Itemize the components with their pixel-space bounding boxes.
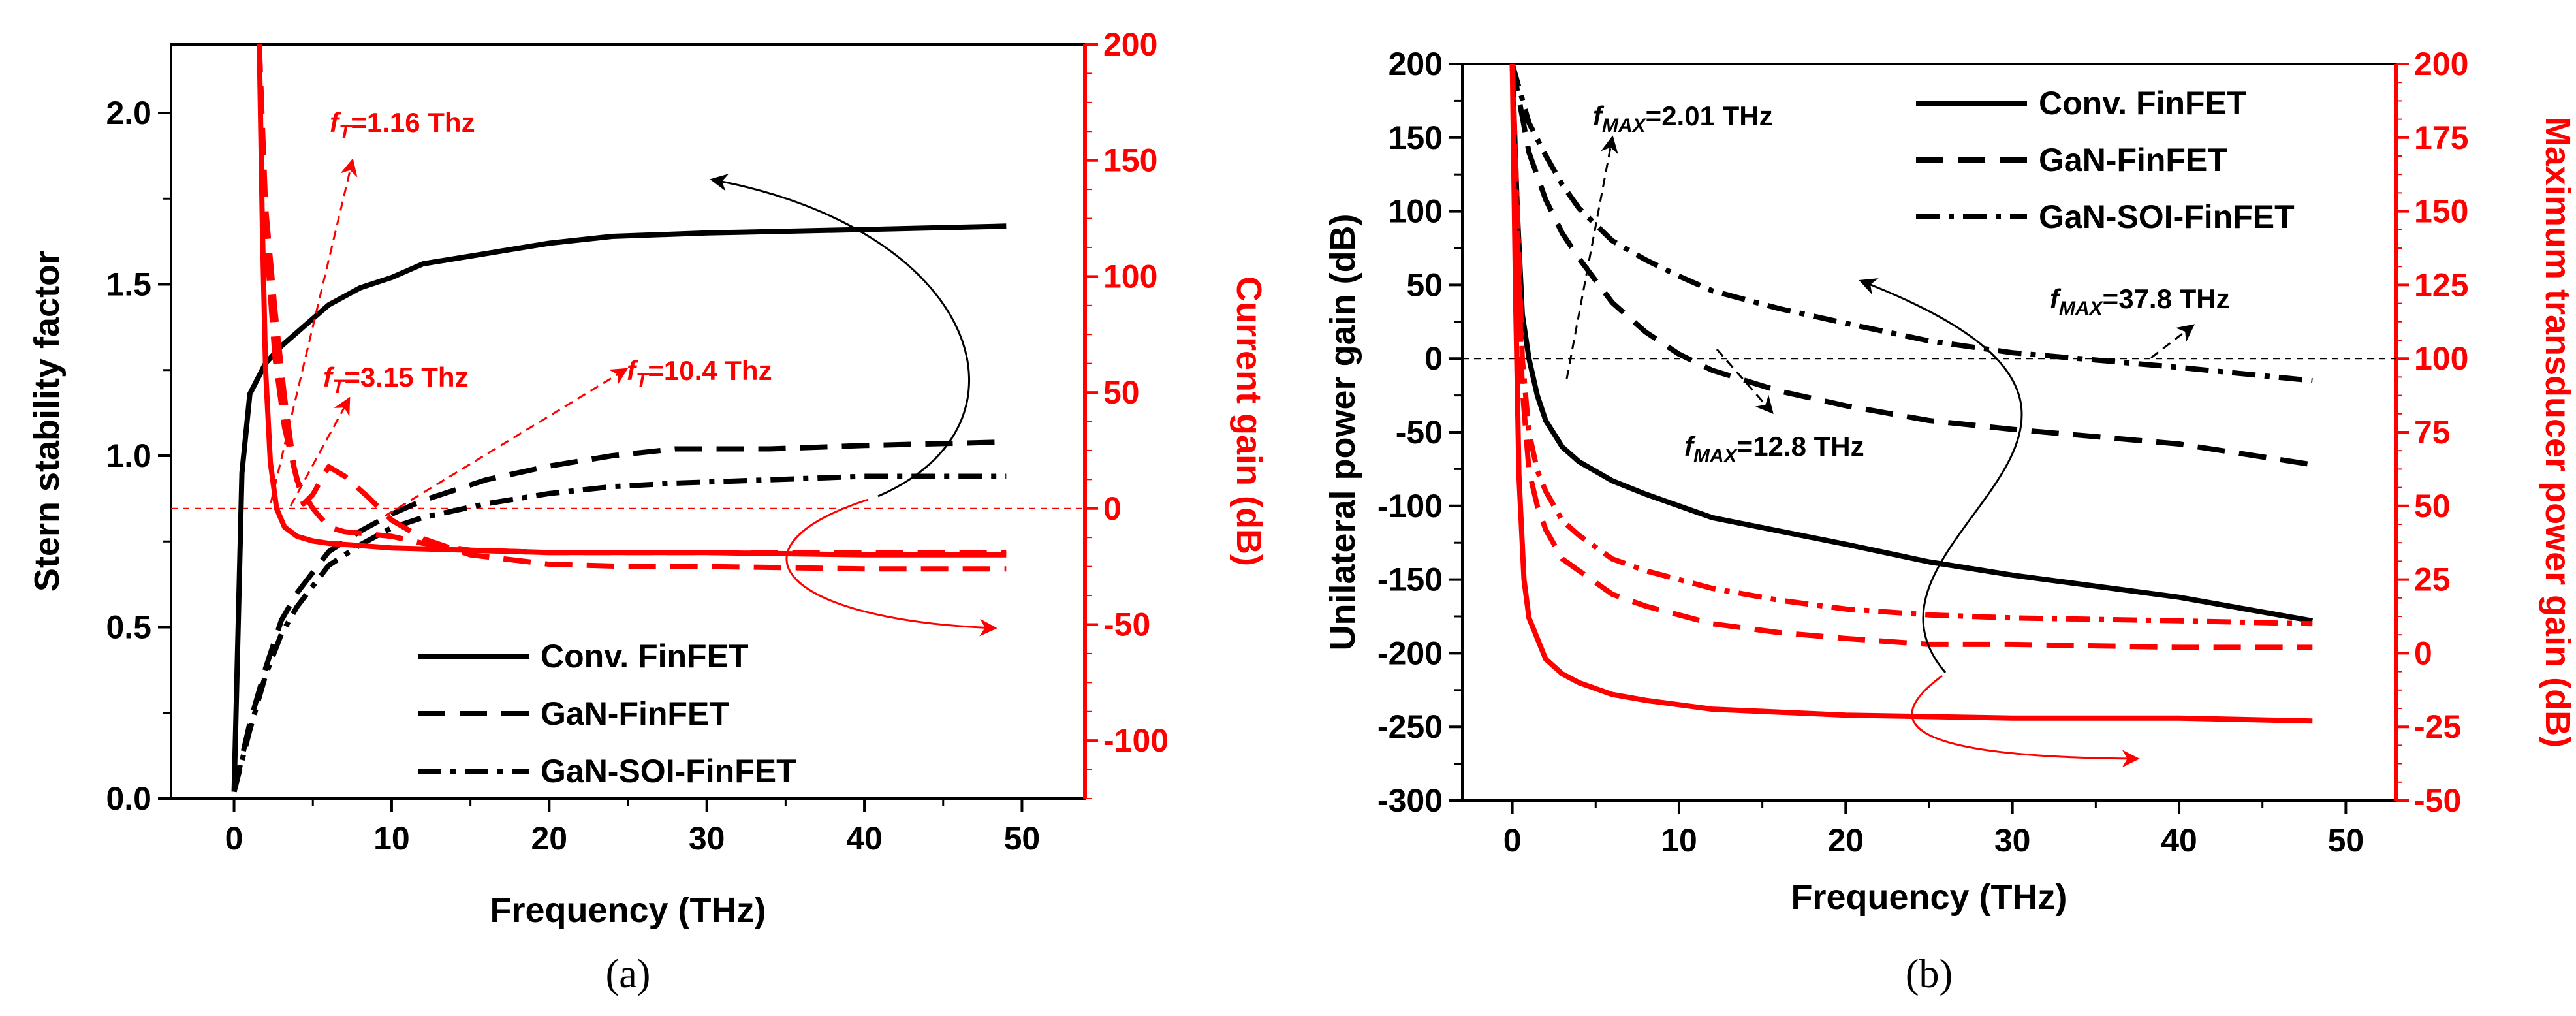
chart-b-y2-tick-label: 200	[2414, 46, 2468, 82]
chart-a-ticks: 0 10 20 30 40 50 0.0 0.5 1.0 1.5 2.0 -100 -50 0 50 100 1…	[106, 26, 1169, 857]
chart-a-y2-axis-title: Current gain (dB)	[1229, 276, 1268, 566]
chart-a-right-axis-arrow	[785, 498, 997, 637]
chart-b-y2-tick-label: 50	[2414, 488, 2451, 524]
chart-a-x-tick-label: 40	[846, 820, 883, 857]
chart-b-x-tick-label: 40	[2161, 822, 2197, 859]
chart-b-annotation: fMAX=37.8 THz	[2050, 283, 2230, 319]
chart-a-annotation: fT=3.15 Thz	[323, 362, 469, 398]
chart-a-y2-tick-label: 200	[1103, 26, 1157, 63]
chart-b-y2-tick-label: 125	[2414, 266, 2468, 303]
chart-a-y2-tick-label: -50	[1103, 606, 1150, 643]
chart-b-y2-tick-label: 0	[2414, 635, 2432, 671]
chart-b-legend-label: GaN-FinFET	[2039, 142, 2227, 178]
chart-b-series-line	[1509, 63, 2313, 627]
chart-a-annotation: fT=1.16 Thz	[330, 107, 475, 143]
chart-b-y-tick-label: 100	[1389, 193, 1443, 230]
chart-b-series-line	[1509, 63, 2313, 650]
chart-a-annotation: fT=10.4 Thz	[627, 355, 772, 391]
chart-b-y-tick-label: -250	[1377, 708, 1443, 745]
chart-b-x-axis-title: Frequency (THz)	[1791, 878, 2067, 917]
chart-b-y2-tick-label: -50	[2414, 782, 2461, 819]
chart-b-series-line	[1509, 63, 2313, 724]
chart-a-y-tick-label: 1.5	[106, 266, 151, 303]
chart-a-series-line	[231, 439, 1007, 793]
chart-b-y2-tick-label: 75	[2414, 414, 2451, 451]
chart-b-y2-tick-label: 150	[2414, 193, 2468, 230]
chart-b-y-tick-label: -300	[1377, 782, 1443, 819]
chart-b-x-tick-label: 0	[1503, 822, 1522, 859]
chart-a-y-tick-label: 1.0	[106, 437, 151, 474]
chart-b-legend-label: Conv. FinFET	[2039, 85, 2246, 121]
chart-a-legend-label: GaN-SOI-FinFET	[541, 753, 796, 789]
chart-a-y-tick-label: 2.0	[106, 95, 151, 131]
chart-b-left-axis-arrow	[1859, 278, 2023, 673]
chart-b: 0 10 20 30 40 50-300-250-200-150-100-50050100…	[1323, 46, 2576, 996]
chart-a-series	[231, 44, 1007, 793]
chart-b-right-axis-arrow	[1911, 675, 2140, 768]
chart-b-legend-label: GaN-SOI-FinFET	[2039, 198, 2295, 235]
chart-a-legend-label: Conv. FinFET	[541, 638, 748, 675]
chart-a-frame	[170, 43, 1087, 800]
chart-a-y2-tick-label: 100	[1103, 258, 1157, 294]
chart-a-y-tick-label: 0.5	[106, 609, 151, 646]
chart-a-legend: Conv. FinFET GaN-FinFET GaN-SOI-FinFET	[418, 638, 796, 789]
chart-a-ft1-arrow	[270, 158, 358, 503]
chart-b-fmax3-arrow	[2150, 324, 2195, 359]
chart-b-series-line	[1509, 63, 2313, 383]
chart-b-y-tick-label: 200	[1389, 46, 1443, 82]
chart-b-y-tick-label: 50	[1406, 266, 1443, 303]
chart-a-x-tick-label: 0	[225, 820, 243, 857]
chart-a: 0 10 20 30 40 50 0.0 0.5 1.0 1.5 2.0 -100 -50 0 50 100 1…	[27, 26, 1268, 996]
chart-a-y2-tick-label: -100	[1103, 722, 1169, 759]
chart-a-ft2-arrow	[289, 396, 351, 507]
chart-b-y2-tick-label: -25	[2414, 708, 2461, 745]
chart-a-ft3-arrow	[385, 368, 629, 517]
chart-b-annotation: fMAX=12.8 THz	[1684, 431, 1864, 467]
chart-b-y-tick-label: 150	[1389, 119, 1443, 156]
chart-a-plot-border	[170, 43, 1086, 800]
chart-b-annotation: fMAX=2.01 THz	[1593, 101, 1773, 136]
chart-b-y-axis-title: Unilateral power gain (dB)	[1323, 214, 1362, 650]
chart-b-y-tick-label: 0	[1424, 340, 1443, 377]
chart-a-panel-label: (a)	[606, 952, 651, 996]
chart-b-series-line	[1509, 63, 2313, 624]
chart-b-y-tick-label: -150	[1377, 562, 1443, 598]
chart-b-legend: Conv. FinFET GaN-FinFET GaN-SOI-FinFET	[1916, 85, 2295, 235]
chart-b-x-tick-label: 10	[1661, 822, 1697, 859]
chart-b-panel-label: (b)	[1906, 952, 1953, 996]
chart-b-x-tick-label: 50	[2328, 822, 2364, 859]
chart-a-y-tick-label: 0.0	[106, 780, 151, 817]
chart-a-x-axis-title: Frequency (THz)	[490, 891, 766, 930]
chart-a-x-tick-label: 30	[689, 820, 725, 857]
chart-b-fmax1-arrow	[1565, 135, 1618, 379]
chart-b-x-tick-label: 30	[1994, 822, 2031, 859]
chart-b-y2-tick-label: 175	[2414, 119, 2468, 156]
chart-a-series-line	[231, 223, 1007, 792]
chart-a-y2-tick-label: 0	[1103, 490, 1122, 527]
chart-b-y2-tick-label: 100	[2414, 340, 2468, 377]
chart-a-y2-tick-label: 150	[1103, 142, 1157, 179]
chart-a-x-tick-label: 20	[531, 820, 567, 857]
chart-a-x-tick-label: 10	[373, 820, 410, 857]
chart-b-y-tick-label: -50	[1396, 414, 1443, 451]
chart-a-x-tick-label: 50	[1004, 820, 1041, 857]
chart-a-series-line	[257, 44, 1007, 572]
chart-b-ticks: 0 10 20 30 40 50-300-250-200-150-100-50050100…	[1377, 46, 2469, 859]
chart-a-y2-tick-label: 50	[1103, 374, 1140, 411]
chart-b-y2-axis-title: Maximum transducer power gain (dB)	[2538, 117, 2576, 748]
chart-a-series-line	[231, 473, 1007, 793]
chart-a-series-line	[257, 44, 1007, 556]
chart-a-legend-label: GaN-FinFET	[541, 695, 729, 732]
chart-b-x-tick-label: 20	[1828, 822, 1864, 859]
chart-b-y-tick-label: -100	[1377, 488, 1443, 524]
chart-b-y2-tick-label: 25	[2414, 562, 2451, 598]
chart-a-left-axis-arrow	[710, 174, 970, 498]
chart-b-series	[1509, 63, 2313, 724]
chart-a-y-axis-title: Stern stability factor	[27, 251, 67, 592]
chart-b-y-tick-label: -200	[1377, 635, 1443, 671]
chart-b-series-line	[1509, 63, 2313, 468]
